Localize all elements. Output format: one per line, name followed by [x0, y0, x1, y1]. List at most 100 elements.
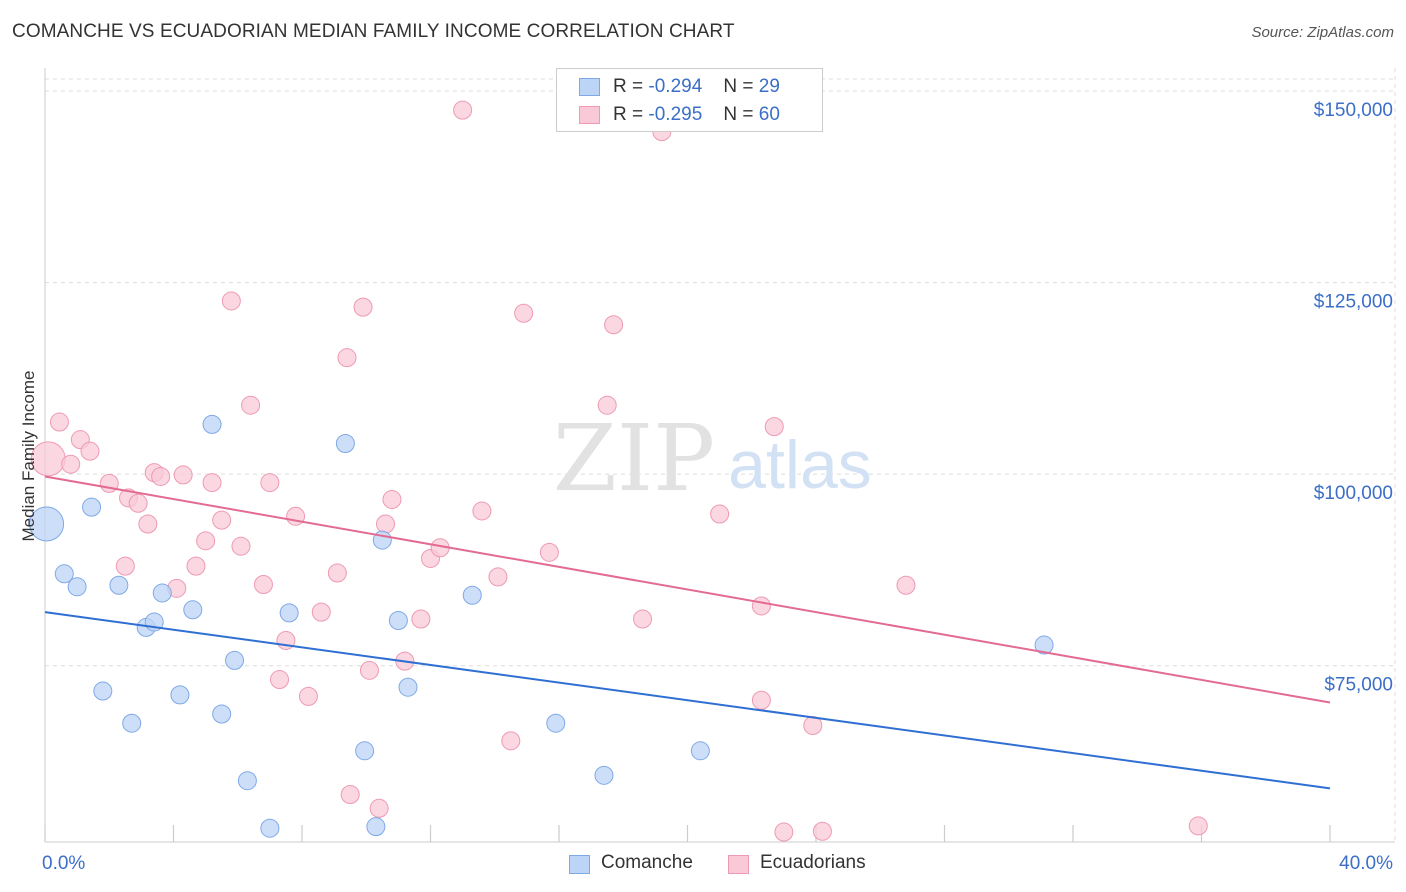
- comanche-point: [546, 713, 566, 733]
- ecuadorians-point: [80, 441, 100, 461]
- n-label: N =: [723, 76, 754, 97]
- n-value: 60: [758, 104, 780, 125]
- y-axis-label: Median Family Income: [19, 370, 38, 541]
- legend-label: Comanche: [601, 852, 693, 873]
- ecuadorians-point: [359, 660, 379, 680]
- ecuadorians-point: [597, 395, 617, 415]
- y-tick-label: $75,000: [1324, 675, 1393, 696]
- ecuadorians-point: [751, 596, 771, 616]
- comanche-point: [355, 741, 375, 761]
- ecuadorians-point: [896, 575, 916, 595]
- ecuadorians-point: [353, 297, 373, 317]
- ecuadorians-point: [212, 510, 232, 530]
- comanche-point: [225, 650, 245, 670]
- comanche-trend-line: [44, 611, 1331, 790]
- ecuadorians-point: [453, 100, 473, 120]
- comanche-point: [366, 817, 386, 837]
- trend-lines: [44, 475, 1331, 790]
- ecuadorians-point: [298, 686, 318, 706]
- n-label: N =: [723, 104, 754, 125]
- ecuadorians-point: [115, 556, 135, 576]
- ecuadorians-point: [812, 821, 832, 841]
- comanche-point: [260, 818, 280, 838]
- comanche-point: [54, 564, 74, 584]
- ecuadorians-point: [327, 563, 347, 583]
- ecuadorians-point: [151, 466, 171, 486]
- comanche-point: [462, 585, 482, 605]
- comanche-point: [170, 685, 190, 705]
- ecuadorians-point: [604, 315, 624, 335]
- comanche-swatch: [579, 78, 600, 96]
- comanche-point: [82, 497, 102, 517]
- comanche-point: [109, 575, 129, 595]
- y-tick-label: $125,000: [1314, 292, 1393, 313]
- axes: [44, 68, 1395, 843]
- ecuadorians-point: [260, 473, 280, 493]
- stats-text-comanche: R = -0.294 N = 29: [613, 76, 780, 98]
- ecuadorians-trend-line: [44, 475, 1331, 704]
- r-value: -0.294: [648, 76, 703, 97]
- ecuadorians-point: [488, 567, 508, 587]
- grid-lines: [45, 68, 1396, 842]
- ecuadorians-point: [472, 501, 492, 521]
- comanche-point: [1034, 635, 1054, 655]
- ecuadorians-point: [710, 504, 730, 524]
- ecuadorians-point: [539, 542, 559, 562]
- ecuadorians-point: [337, 348, 357, 368]
- correlation-stats-box: R = -0.294 N = 29 R = -0.295 N = 60: [556, 68, 823, 132]
- ecuadorians-point: [382, 489, 402, 509]
- legend-label: Ecuadorians: [760, 852, 866, 873]
- ecuadorians-point: [186, 556, 206, 576]
- r-value: -0.295: [648, 104, 703, 125]
- n-value: 29: [758, 76, 780, 97]
- ecuadorians-points: [30, 100, 1208, 842]
- x-tick-label: 40.0%: [1339, 853, 1393, 874]
- y-tick-label: $150,000: [1314, 100, 1393, 121]
- zipatlas-watermark: ZIP atlas: [553, 405, 872, 512]
- comanche-point: [279, 603, 299, 623]
- ecuadorians-point: [751, 690, 771, 710]
- y-tick-label: $100,000: [1314, 483, 1393, 504]
- ecuadorians-point: [202, 473, 222, 493]
- comanche-points: [29, 414, 1054, 838]
- comanche-legend-swatch: [569, 855, 590, 874]
- ecuadorians-swatch: [579, 106, 600, 124]
- ecuadorians-point: [501, 731, 521, 751]
- ecuadorians-point: [340, 784, 360, 804]
- watermark-atlas: atlas: [728, 427, 872, 503]
- ecuadorians-point: [311, 602, 331, 622]
- chart-title: COMANCHE VS ECUADORIAN MEDIAN FAMILY INC…: [12, 21, 735, 42]
- comanche-point: [202, 414, 222, 434]
- ecuadorians-point: [128, 493, 148, 513]
- stats-text-ecuadorians: R = -0.295 N = 60: [613, 104, 780, 126]
- comanche-point: [67, 577, 87, 597]
- ecuadorians-point: [633, 609, 653, 629]
- ecuadorians-point: [138, 514, 158, 534]
- x-tick-labels: 0.0% 40.0%: [42, 853, 1393, 874]
- ecuadorians-point: [196, 531, 216, 551]
- ecuadorians-point: [411, 609, 431, 629]
- comanche-point: [152, 583, 172, 603]
- watermark-zip: ZIP: [553, 405, 715, 512]
- ecuadorians-point: [231, 536, 251, 556]
- ecuadorians-point: [369, 798, 389, 818]
- ecuadorians-point: [1188, 816, 1208, 836]
- comanche-point: [594, 765, 614, 785]
- comanche-point: [388, 611, 408, 631]
- ecuadorians-point: [774, 822, 794, 842]
- ecuadorians-point: [270, 670, 290, 690]
- y-tick-labels: $75,000 $100,000 $125,000 $150,000: [1314, 100, 1393, 696]
- ecuadorians-legend-swatch: [728, 855, 749, 874]
- comanche-point: [212, 704, 232, 724]
- ecuadorians-point: [764, 417, 784, 437]
- comanche-point: [29, 506, 65, 542]
- ecuadorians-point: [173, 465, 193, 485]
- ecuadorians-point: [221, 291, 241, 311]
- ecuadorians-point: [253, 575, 273, 595]
- x-tick-label: 0.0%: [42, 853, 85, 874]
- ecuadorians-point: [241, 395, 261, 415]
- comanche-point: [122, 713, 142, 733]
- r-label: R =: [613, 104, 644, 125]
- comanche-point: [398, 677, 418, 697]
